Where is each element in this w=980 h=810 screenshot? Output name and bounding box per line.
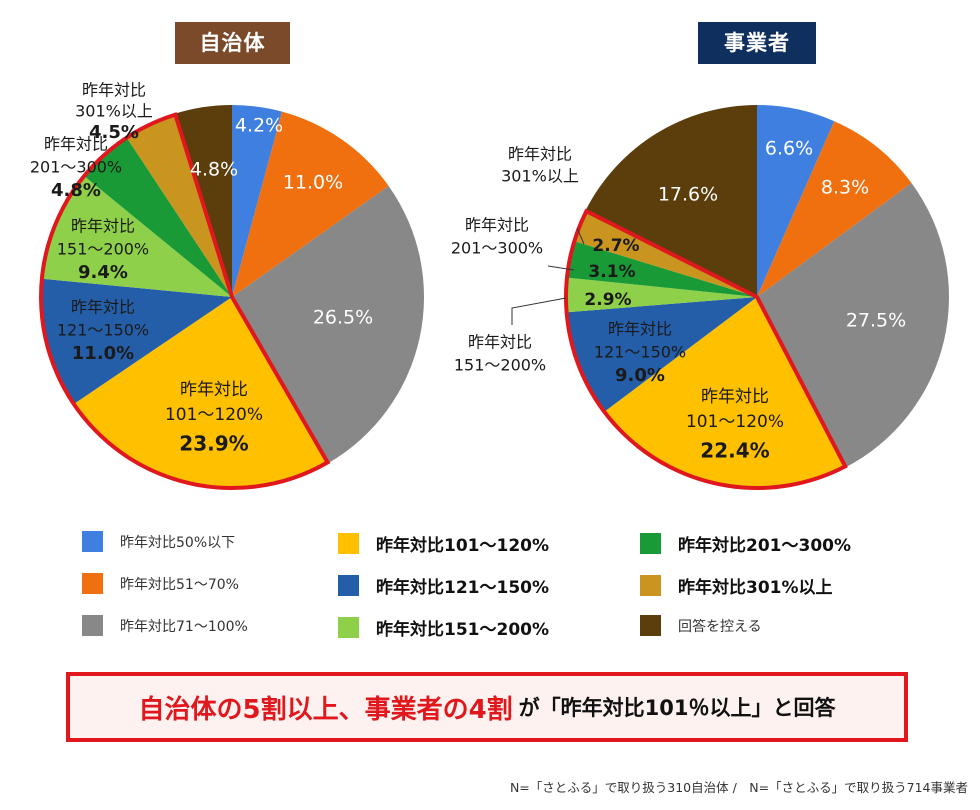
category-label-s101: 昨年対比 bbox=[701, 387, 769, 407]
highlight-outline bbox=[39, 112, 331, 490]
category-label-s121: 121〜150% bbox=[594, 343, 686, 362]
pie-slice-s50 bbox=[232, 105, 283, 297]
value-label-none: 17.6% bbox=[658, 184, 718, 206]
category-label-s201: 201〜300% bbox=[30, 158, 122, 177]
leader-line-s201 bbox=[547, 265, 575, 271]
pie-slice-s51 bbox=[232, 111, 389, 297]
legend-swatch bbox=[338, 617, 359, 638]
legend-swatch bbox=[82, 615, 103, 636]
category-label-s301: 昨年対比 bbox=[82, 81, 146, 100]
value-label-s301: 2.7% bbox=[592, 236, 639, 256]
category-label-s151: 昨年対比 bbox=[468, 333, 532, 352]
legend-label: 昨年対比121〜150% bbox=[376, 578, 550, 598]
value-label-s71: 27.5% bbox=[846, 310, 906, 332]
legend-item: 昨年対比101〜120% bbox=[338, 531, 549, 556]
legend-label: 昨年対比71〜100% bbox=[120, 618, 248, 635]
value-label-s151: 9.4% bbox=[78, 262, 128, 283]
category-label-s121: 昨年対比 bbox=[608, 320, 672, 339]
pie-slice-s301 bbox=[126, 113, 232, 298]
category-label-s151: 151〜200% bbox=[57, 240, 149, 259]
legend-label: 回答を控える bbox=[678, 618, 762, 635]
value-label-s121: 9.0% bbox=[615, 365, 665, 386]
pie-slice-s121 bbox=[565, 297, 757, 413]
leader-line-s151 bbox=[511, 297, 567, 325]
value-label-s301: 4.5% bbox=[89, 122, 139, 143]
pie-slice-s201 bbox=[83, 136, 233, 297]
category-label-s201: 201〜300% bbox=[451, 239, 543, 258]
legend-item: 昨年対比50%以下 bbox=[82, 531, 235, 552]
footnote: N=「さとふる」で取り扱う310自治体 / N=「さとふる」で取り扱う714事業… bbox=[509, 780, 968, 795]
legend: 昨年対比50%以下 昨年対比51〜70% 昨年対比71〜100% 昨年対比101〜12… bbox=[82, 531, 851, 640]
value-label-s51: 11.0% bbox=[283, 172, 343, 194]
legend-item: 昨年対比51〜70% bbox=[82, 573, 239, 594]
pie-slice-s151 bbox=[564, 277, 757, 313]
legend-label: 昨年対比51〜70% bbox=[120, 576, 239, 593]
pie-slice-s121 bbox=[40, 278, 232, 405]
pie-municipalities: 4.2% 11.0% 26.5% 昨年対比 101〜120% 23.9% 昨年対比 121〜1… bbox=[30, 81, 424, 490]
value-label-s101: 22.4% bbox=[700, 439, 769, 463]
legend-swatch bbox=[82, 531, 103, 552]
leader-line-s301 bbox=[576, 227, 585, 245]
legend-label: 昨年対比151〜200% bbox=[376, 620, 550, 640]
category-label-s121: 昨年対比 bbox=[71, 298, 135, 317]
highlight-outline bbox=[564, 208, 848, 490]
category-label-s301: 昨年対比 bbox=[508, 145, 572, 164]
legend-swatch bbox=[640, 615, 661, 636]
value-label-s51: 8.3% bbox=[821, 177, 869, 199]
title-badge-businesses: 事業者 bbox=[698, 22, 816, 64]
category-label-s201: 昨年対比 bbox=[44, 135, 108, 154]
value-label-s151: 2.9% bbox=[584, 290, 631, 310]
category-label-s101: 101〜120% bbox=[165, 405, 263, 425]
value-label-s50: 6.6% bbox=[765, 138, 813, 160]
title-badge-municipalities: 自治体 bbox=[175, 22, 290, 64]
value-label-s50: 4.2% bbox=[235, 115, 283, 137]
value-label-none: 4.8% bbox=[190, 159, 238, 181]
legend-label: 昨年対比101〜120% bbox=[376, 536, 550, 556]
legend-item: 昨年対比71〜100% bbox=[82, 615, 248, 636]
legend-swatch bbox=[338, 533, 359, 554]
category-label-s151: 昨年対比 bbox=[71, 217, 135, 236]
pie-slice-s101 bbox=[72, 297, 329, 490]
category-label-s301: 301%以上 bbox=[501, 167, 579, 186]
category-label-s301: 301%以上 bbox=[75, 102, 153, 121]
value-label-s121: 11.0% bbox=[72, 343, 134, 364]
summary-text: が「昨年対比101％以上」と回答 bbox=[518, 696, 836, 720]
legend-label: 昨年対比50%以下 bbox=[120, 534, 236, 551]
pie-slice-s201 bbox=[566, 240, 757, 297]
legend-swatch bbox=[338, 575, 359, 596]
summary-banner: 自治体の5割以上、事業者の4割 が「昨年対比101％以上」と回答 bbox=[66, 672, 908, 742]
legend-swatch bbox=[640, 533, 661, 554]
summary-highlight: 自治体の5割以上、事業者の4割 bbox=[138, 694, 513, 725]
category-label-s201: 昨年対比 bbox=[465, 216, 529, 235]
pie-slice-s71 bbox=[232, 185, 424, 464]
category-label-s101: 101〜120% bbox=[686, 412, 784, 432]
pie-charts: 4.2% 11.0% 26.5% 昨年対比 101〜120% 23.9% 昨年対比 121〜1… bbox=[30, 81, 949, 490]
pie-slice-s71 bbox=[757, 183, 949, 468]
value-label-s101: 23.9% bbox=[179, 432, 248, 456]
value-label-s71: 26.5% bbox=[313, 307, 373, 329]
legend-item: 回答を控える bbox=[640, 615, 762, 636]
value-label-s201: 3.1% bbox=[588, 262, 635, 282]
pie-businesses: 6.6% 8.3% 27.5% 昨年対比 101〜120% 22.4% 昨年対比 121〜15… bbox=[451, 105, 949, 490]
legend-item: 昨年対比121〜150% bbox=[338, 573, 549, 598]
category-label-s151: 151〜200% bbox=[454, 356, 546, 375]
pie-slice-s101 bbox=[603, 297, 846, 489]
pie-slice-s50 bbox=[757, 105, 835, 297]
pie-slice-s51 bbox=[757, 121, 912, 298]
legend-item: 昨年対比201〜300% bbox=[640, 531, 851, 556]
value-label-s201: 4.8% bbox=[51, 180, 101, 201]
category-label-s101: 昨年対比 bbox=[180, 380, 248, 400]
legend-swatch bbox=[82, 573, 103, 594]
legend-swatch bbox=[640, 575, 661, 596]
legend-item: 昨年対比151〜200% bbox=[338, 615, 549, 640]
legend-label: 昨年対比301%以上 bbox=[678, 578, 833, 598]
pie-slice-none bbox=[585, 105, 757, 297]
legend-item: 昨年対比301%以上 bbox=[640, 573, 833, 598]
legend-label: 昨年対比201〜300% bbox=[678, 536, 852, 556]
category-label-s121: 121〜150% bbox=[57, 321, 149, 340]
pie-slice-s151 bbox=[40, 175, 232, 297]
